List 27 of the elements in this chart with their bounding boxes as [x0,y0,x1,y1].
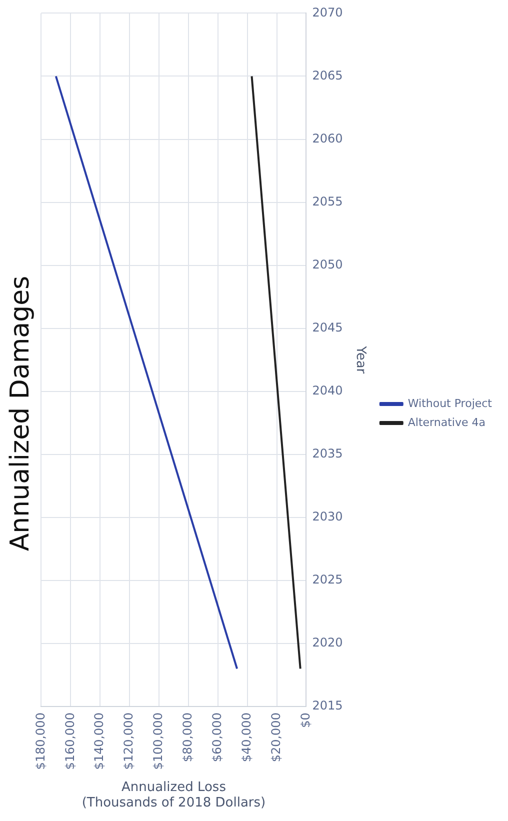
y-axis-title: Year [353,345,368,374]
legend-label: Alternative 4a [408,416,486,429]
x-tick-label: $60,000 [210,712,224,762]
x-axis-title: Annualized Loss (Thousands of 2018 Dollars) [82,780,266,811]
x-tick-label: $120,000 [122,712,136,770]
y-tick-label: 2030 [312,510,343,524]
text: Annualized Damages [5,276,36,552]
x-tick-label: $40,000 [239,712,254,762]
y-tick-label: 2045 [312,320,343,334]
x-tick-label: $80,000 [180,712,195,762]
y-tick-label: 2040 [312,384,343,398]
y-tick-label: 2035 [312,446,343,461]
x-tick-label: $0 [298,712,312,728]
x-tick-label: $20,000 [268,712,283,762]
y-tick-label: 2015 [312,698,343,713]
y-tick-label: 2055 [312,194,343,208]
x-tick-label: $140,000 [92,712,106,770]
x-tick-label: $180,000 [33,712,48,770]
x-tick-label: $100,000 [151,712,166,770]
y-tick-label: 2060 [312,131,343,146]
y-tick-label: 2070 [312,5,343,20]
x-tick-label: $160,000 [62,712,77,770]
y-tick-label: 2050 [312,257,343,272]
y-tick-label: 2025 [312,572,343,587]
legend-label: Without Project [408,396,493,410]
y-tick-label: 2020 [312,636,343,650]
y-tick-label: 2065 [312,68,343,82]
